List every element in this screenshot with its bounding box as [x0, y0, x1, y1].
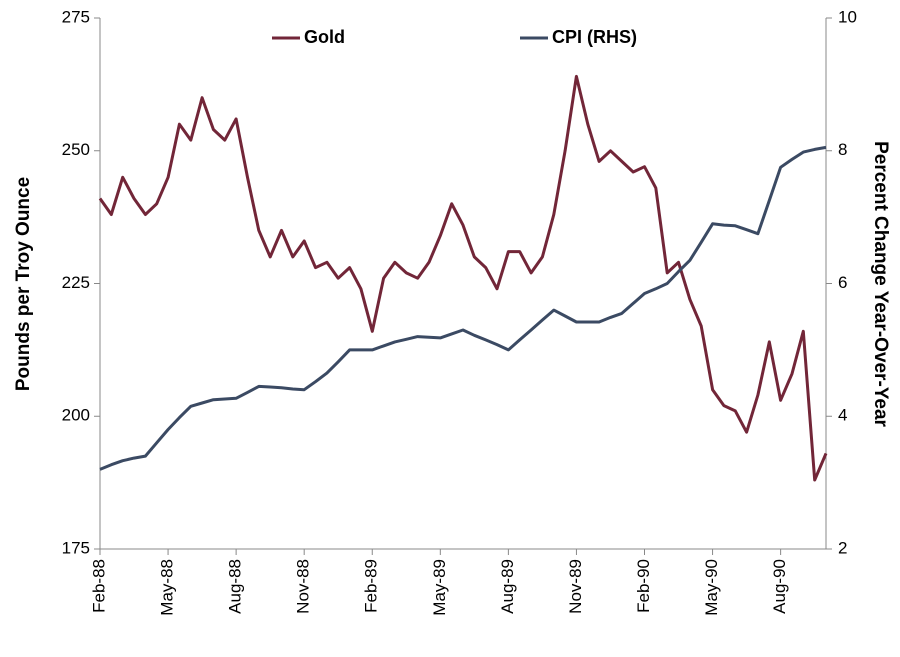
x-tick-label: Nov-88	[294, 559, 313, 614]
x-tick-label: Aug-88	[226, 559, 245, 614]
y2-tick-label: 2	[838, 538, 847, 557]
legend-label: Gold	[304, 27, 345, 47]
x-tick-label: Feb-90	[634, 559, 653, 613]
y-tick-label: 175	[62, 538, 90, 557]
y2-tick-label: 4	[838, 406, 847, 425]
x-tick-label: Aug-89	[498, 559, 517, 614]
x-tick-label: May-89	[430, 559, 449, 616]
y2-axis-title: Percent Change Year-Over-Year	[870, 141, 891, 427]
legend-label: CPI (RHS)	[552, 27, 637, 47]
series-line	[98, 74, 828, 482]
y-tick-label: 200	[62, 406, 90, 425]
series-line	[99, 145, 827, 471]
y2-tick-label: 10	[838, 7, 857, 26]
x-tick-label: May-90	[702, 559, 721, 616]
y-tick-label: 275	[62, 7, 90, 26]
y2-tick-label: 8	[838, 140, 847, 159]
y-axis-title: Pounds per Troy Ounce	[13, 177, 34, 391]
y-tick-label: 250	[62, 140, 90, 159]
x-tick-label: Aug-90	[770, 559, 789, 614]
y2-tick-label: 6	[838, 273, 847, 292]
x-tick-label: May-88	[158, 559, 177, 616]
x-tick-label: Feb-88	[89, 559, 108, 613]
x-tick-label: Feb-89	[362, 559, 381, 613]
x-tick-label: Nov-89	[566, 559, 585, 614]
y-tick-label: 225	[62, 273, 90, 292]
